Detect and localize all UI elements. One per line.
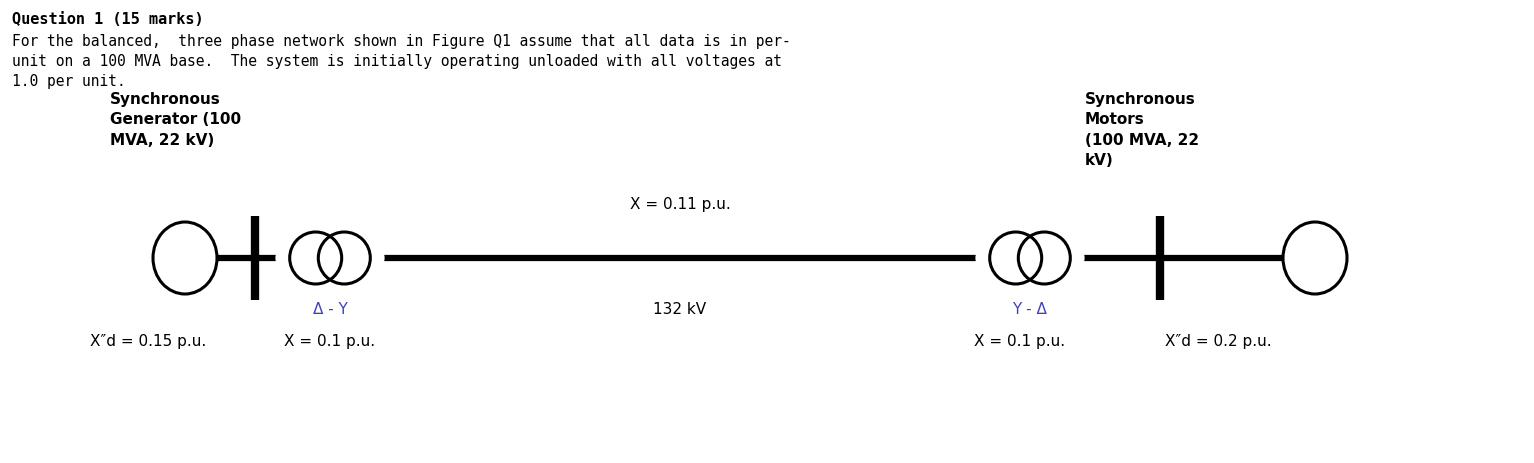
Text: X″d = 0.2 p.u.: X″d = 0.2 p.u.: [1164, 333, 1272, 348]
Text: X = 0.11 p.u.: X = 0.11 p.u.: [629, 197, 730, 212]
Text: Y - Δ: Y - Δ: [1012, 301, 1048, 316]
Ellipse shape: [1282, 223, 1347, 294]
Text: Question 1 (15 marks): Question 1 (15 marks): [12, 12, 204, 27]
Text: For the balanced,  three phase network shown in Figure Q1 assume that all data i: For the balanced, three phase network sh…: [12, 34, 790, 49]
Text: X = 0.1 p.u.: X = 0.1 p.u.: [284, 333, 376, 348]
Text: 1.0 per unit.: 1.0 per unit.: [12, 74, 126, 89]
Text: Synchronous
Motors
(100 MVA, 22
kV): Synchronous Motors (100 MVA, 22 kV): [1085, 92, 1200, 168]
Bar: [986, 244, 1003, 274]
Text: X″d = 0.15 p.u.: X″d = 0.15 p.u.: [91, 333, 206, 348]
Ellipse shape: [153, 223, 216, 294]
Text: X = 0.1 p.u.: X = 0.1 p.u.: [974, 333, 1066, 348]
Bar: [357, 244, 373, 274]
Text: 132 kV: 132 kV: [653, 301, 707, 316]
Text: Δ - Y: Δ - Y: [313, 301, 347, 316]
Bar: [287, 244, 302, 274]
Text: unit on a 100 MVA base.  The system is initially operating unloaded with all vol: unit on a 100 MVA base. The system is in…: [12, 54, 782, 69]
Ellipse shape: [276, 230, 385, 287]
Ellipse shape: [976, 230, 1085, 287]
Bar: [1057, 244, 1074, 274]
Text: Synchronous
Generator (100
MVA, 22 kV): Synchronous Generator (100 MVA, 22 kV): [110, 92, 241, 148]
